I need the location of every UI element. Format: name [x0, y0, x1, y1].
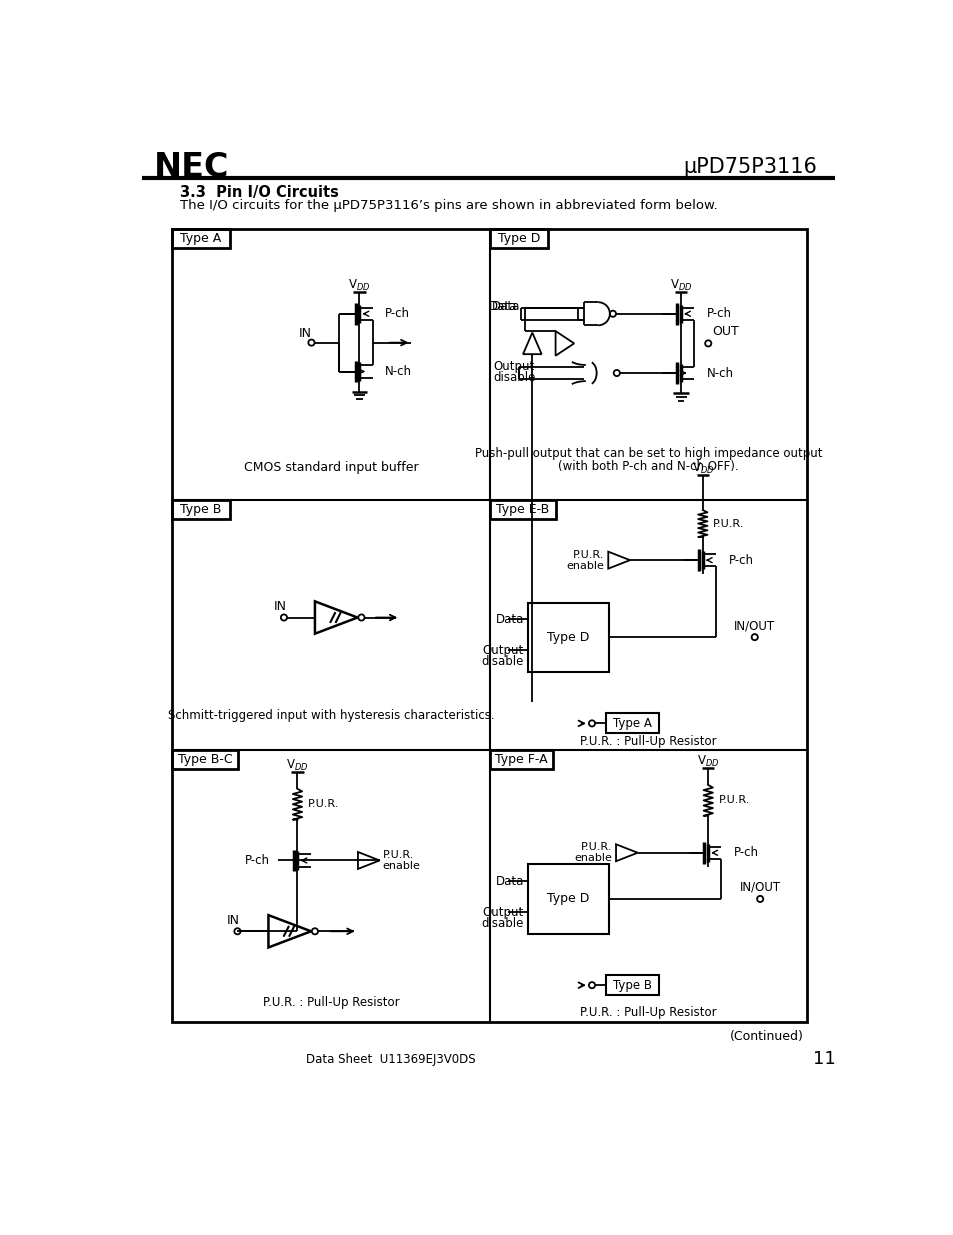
Text: Type D: Type D — [547, 893, 589, 905]
Text: The I/O circuits for the μPD75P3116’s pins are shown in abbreviated form below.: The I/O circuits for the μPD75P3116’s pi… — [179, 199, 717, 212]
Bar — [605, 976, 658, 995]
Text: Type F-A: Type F-A — [495, 753, 547, 766]
Text: V$_{DD}$: V$_{DD}$ — [691, 461, 713, 475]
Text: disable: disable — [481, 656, 523, 668]
Text: P.U.R.: P.U.R. — [308, 799, 339, 809]
Bar — [489, 751, 553, 769]
Text: Output: Output — [482, 905, 523, 919]
Text: Type B-C: Type B-C — [177, 753, 232, 766]
Text: P.U.R.: P.U.R. — [573, 550, 604, 559]
Text: IN: IN — [298, 327, 312, 340]
Bar — [527, 864, 608, 934]
Bar — [489, 228, 547, 247]
Text: enable: enable — [382, 861, 420, 871]
Text: IN/OUT: IN/OUT — [739, 881, 780, 894]
Text: (Continued): (Continued) — [729, 1030, 802, 1042]
Text: 3.3  Pin I/O Circuits: 3.3 Pin I/O Circuits — [179, 184, 338, 200]
Text: P.U.R.: P.U.R. — [382, 850, 414, 860]
Text: Type D: Type D — [497, 232, 539, 245]
Bar — [605, 714, 658, 734]
Text: CMOS standard input buffer: CMOS standard input buffer — [243, 461, 417, 474]
Text: Data: Data — [492, 300, 520, 312]
Text: Data: Data — [495, 613, 523, 626]
Text: P-ch: P-ch — [733, 846, 758, 860]
Bar — [172, 228, 230, 247]
Text: disable: disable — [481, 918, 523, 930]
Text: P.U.R.: P.U.R. — [719, 795, 750, 805]
Text: P.U.R.: P.U.R. — [580, 842, 612, 852]
Text: μPD75P3116: μPD75P3116 — [682, 157, 816, 178]
Text: V$_{DD}$: V$_{DD}$ — [669, 278, 692, 293]
Bar — [172, 228, 806, 1023]
Text: Data: Data — [488, 300, 517, 312]
Bar — [527, 603, 608, 672]
Text: Output: Output — [493, 361, 535, 373]
Text: IN/OUT: IN/OUT — [734, 619, 775, 632]
Text: P-ch: P-ch — [385, 308, 410, 320]
Text: (with both P-ch and N-ch OFF).: (with both P-ch and N-ch OFF). — [558, 459, 739, 473]
Text: IN: IN — [274, 600, 286, 614]
Text: N-ch: N-ch — [385, 366, 412, 378]
Bar — [489, 500, 555, 519]
Text: V$_{DD}$: V$_{DD}$ — [348, 278, 371, 293]
Text: OUT: OUT — [711, 325, 739, 337]
Text: P-ch: P-ch — [245, 853, 270, 867]
Text: P.U.R.: P.U.R. — [712, 519, 743, 529]
Text: P.U.R. : Pull-Up Resistor: P.U.R. : Pull-Up Resistor — [262, 997, 398, 1009]
Text: Type E-B: Type E-B — [496, 503, 549, 516]
Text: Data Sheet  U11369EJ3V0DS: Data Sheet U11369EJ3V0DS — [305, 1052, 475, 1066]
Text: Output: Output — [482, 643, 523, 657]
Text: Push-pull output that can be set to high impedance output: Push-pull output that can be set to high… — [475, 447, 821, 461]
Bar — [172, 751, 237, 769]
Text: enable: enable — [566, 561, 604, 571]
Text: Type B: Type B — [612, 978, 651, 992]
Text: Schmitt-triggered input with hysteresis characteristics.: Schmitt-triggered input with hysteresis … — [168, 709, 494, 722]
Text: V$_{DD}$: V$_{DD}$ — [697, 753, 719, 768]
Text: N-ch: N-ch — [706, 367, 733, 379]
Text: Type A: Type A — [612, 716, 651, 730]
Text: P.U.R. : Pull-Up Resistor: P.U.R. : Pull-Up Resistor — [579, 1007, 716, 1019]
Text: disable: disable — [493, 372, 536, 384]
Text: V$_{DD}$: V$_{DD}$ — [286, 757, 309, 773]
Bar — [172, 500, 230, 519]
Text: NEC: NEC — [154, 151, 230, 184]
Text: 11: 11 — [812, 1050, 835, 1068]
Text: enable: enable — [574, 853, 612, 863]
Text: P.U.R. : Pull-Up Resistor: P.U.R. : Pull-Up Resistor — [579, 735, 716, 747]
Text: Type D: Type D — [547, 631, 589, 643]
Text: Type B: Type B — [180, 503, 221, 516]
Text: IN: IN — [227, 914, 240, 927]
Text: P-ch: P-ch — [706, 308, 731, 320]
Text: P-ch: P-ch — [728, 553, 753, 567]
Text: Data: Data — [495, 874, 523, 888]
Text: Type A: Type A — [180, 232, 221, 245]
